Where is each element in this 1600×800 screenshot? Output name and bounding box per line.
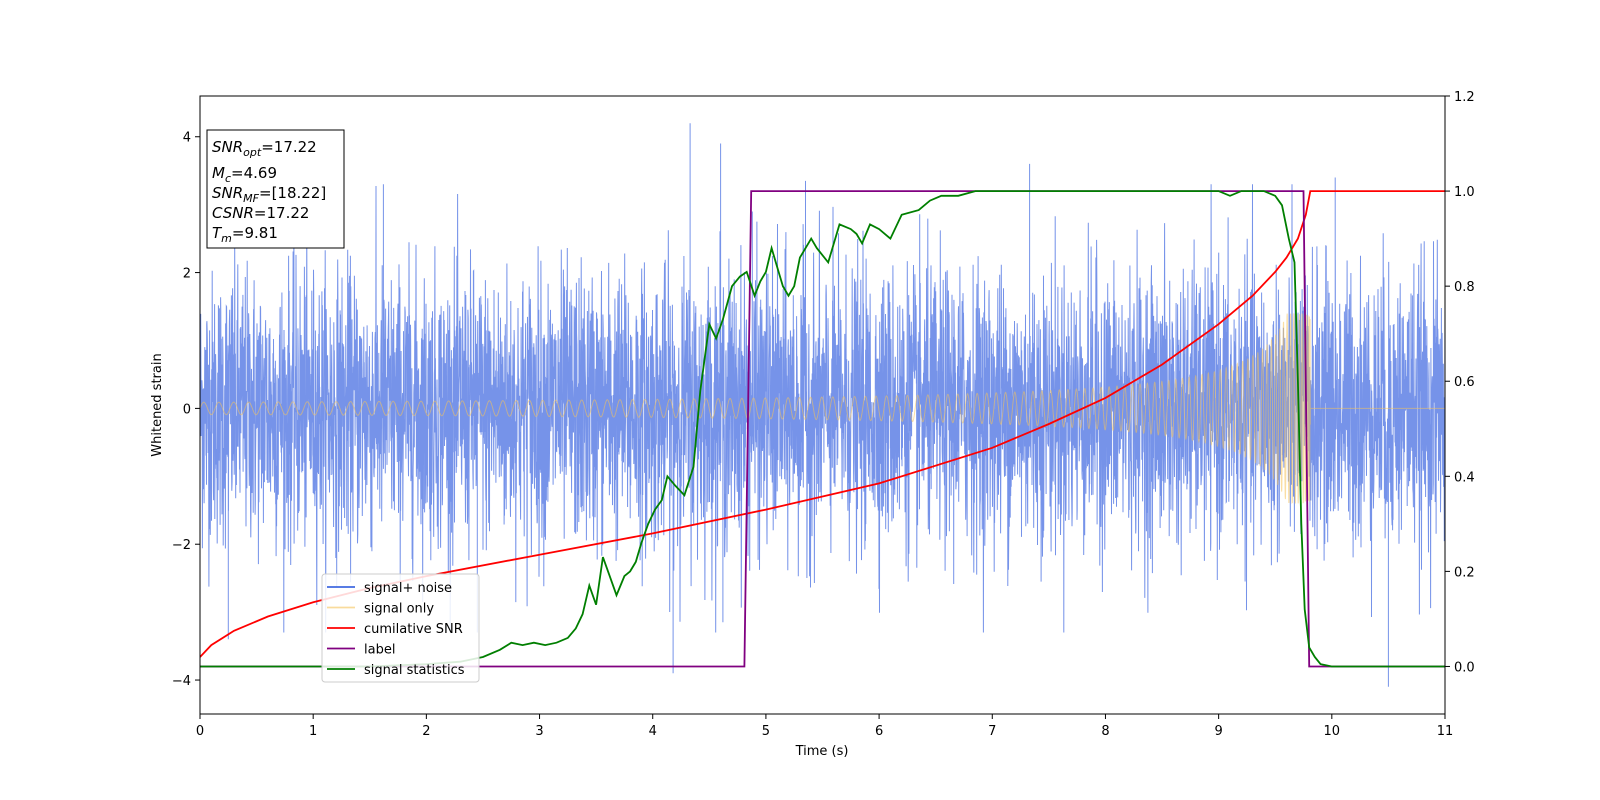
signal-noise-series	[200, 123, 1445, 687]
signal-only-series	[200, 313, 1445, 504]
legend: signal+ noise signal only cumilative SNR la…	[321, 573, 480, 683]
y-right-tick-label: 0.2	[1454, 565, 1475, 580]
y-right-tick-label: 0.4	[1454, 470, 1475, 485]
legend-label: signal only	[364, 602, 434, 617]
y-axis-label: Whitened strain	[150, 353, 165, 456]
x-tick-label: 1	[309, 724, 317, 739]
x-tick-label: 7	[988, 724, 996, 739]
legend-label: signal+ noise	[364, 581, 452, 596]
info-box: SNRopt=17.22 Mc=4.69 SNRMF=[18.22] CSNR=…	[206, 129, 345, 249]
cumulative-snr-series	[200, 190, 1445, 658]
x-tick-label: 4	[649, 724, 657, 739]
x-tick-label: 6	[875, 724, 883, 739]
legend-label: signal statistics	[364, 663, 465, 678]
x-tick-label: 2	[422, 724, 430, 739]
info-mc: Mc=4.69	[212, 164, 277, 185]
x-tick-label: 10	[1324, 724, 1341, 739]
legend-label: cumilative SNR	[364, 622, 463, 637]
x-tick-label: 9	[1214, 724, 1222, 739]
y-right-tick-label: 0.6	[1454, 375, 1475, 390]
y-left-tick-label: 0	[183, 402, 191, 417]
y-axis-right: 0.0 0.2 0.4 0.6 0.8 1.0 1.2	[1445, 90, 1475, 675]
info-snr-opt: SNRopt=17.22	[212, 138, 317, 159]
x-tick-label: 0	[196, 724, 204, 739]
y-right-tick-label: 0.0	[1454, 660, 1475, 675]
plot-area	[200, 123, 1445, 687]
y-right-tick-label: 1.2	[1454, 90, 1475, 105]
info-tm: Tm=9.81	[212, 224, 278, 245]
x-axis-label: Time (s)	[795, 744, 849, 759]
y-left-tick-label: −2	[172, 538, 191, 553]
x-tick-label: 5	[762, 724, 770, 739]
info-snr-mf: SNRMF=[18.22]	[212, 184, 326, 205]
y-right-tick-label: 1.0	[1454, 185, 1475, 200]
legend-frame	[321, 573, 480, 683]
y-axis-left: −4 −2 0 2 4	[172, 131, 200, 689]
info-box-frame	[206, 129, 345, 249]
y-right-tick-label: 0.8	[1454, 280, 1475, 295]
legend-label: label	[364, 643, 395, 658]
x-tick-label: 11	[1437, 724, 1454, 739]
y-left-tick-label: 2	[183, 267, 191, 282]
x-axis: 0 1 2 3 4 5 6 7 8 9 10 11	[196, 714, 1453, 739]
signal-statistics-series	[200, 190, 1445, 668]
x-tick-label: 3	[535, 724, 543, 739]
y-left-tick-label: −4	[172, 674, 191, 689]
info-csnr: CSNR=17.22	[212, 204, 309, 222]
y-left-tick-label: 4	[183, 131, 191, 146]
x-tick-label: 8	[1101, 724, 1109, 739]
plot-frame	[199, 95, 1446, 715]
